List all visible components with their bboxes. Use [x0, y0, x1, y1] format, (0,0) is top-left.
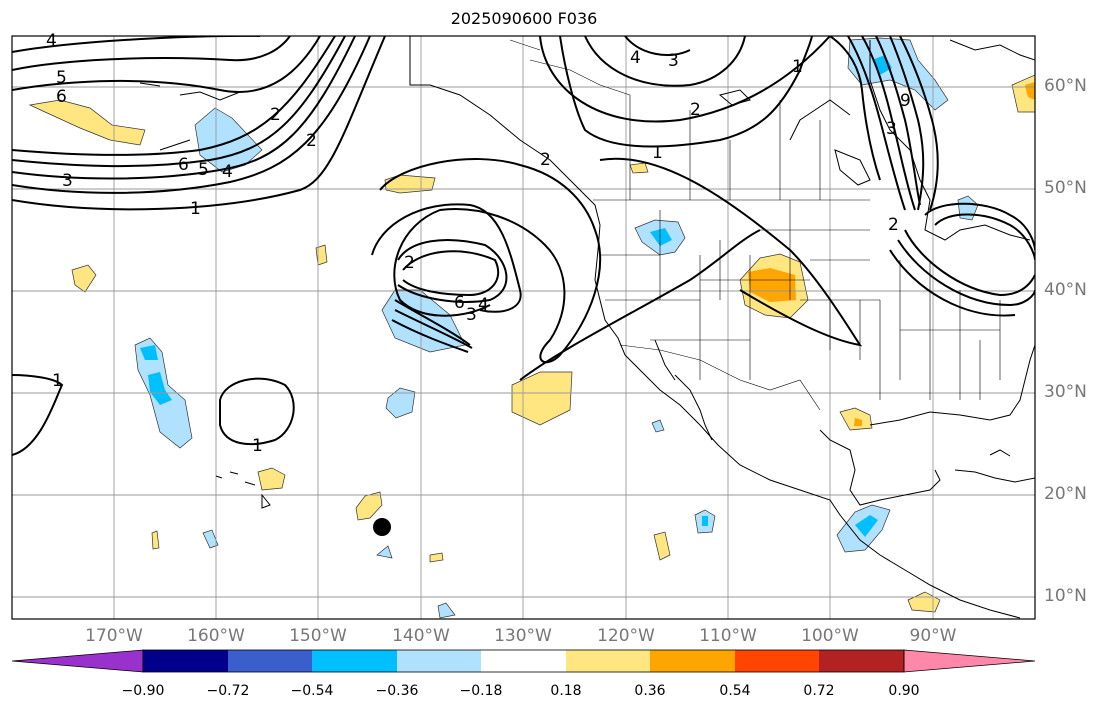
latitude-label: 50°N — [1044, 178, 1087, 198]
contour-label: 1 — [652, 143, 663, 163]
latitude-label: 10°N — [1044, 586, 1087, 606]
longitude-label: 100°W — [790, 626, 870, 646]
contour-label: 3 — [668, 51, 679, 71]
colorbar-tick-label: 0.18 — [531, 683, 601, 699]
longitude-label: 150°W — [278, 626, 358, 646]
longitude-label: 130°W — [483, 626, 563, 646]
latitude-label: 60°N — [1044, 76, 1087, 96]
colorbar-tick-label: −0.18 — [446, 683, 516, 699]
contour-label: 1 — [792, 57, 803, 77]
colorbar — [12, 650, 1035, 672]
contour-label: 5 — [198, 160, 209, 180]
contour-label: 4 — [478, 295, 489, 315]
contour-label: 2 — [540, 150, 551, 170]
map-figure: 4 5 6 3 1 6 5 4 2 2 4 3 2 1 1 2 6 4 3 1 … — [0, 0, 1105, 712]
longitude-label: 160°W — [176, 626, 256, 646]
colorbar-tick-label: 0.90 — [869, 683, 939, 699]
latitude-label: 40°N — [1044, 280, 1087, 300]
colorbar-tick-label: 0.54 — [700, 683, 770, 699]
colorbar-tick-label: 0.72 — [784, 683, 854, 699]
colorbar-tick-label: −0.72 — [193, 683, 263, 699]
colorbar-tick-label: −0.54 — [277, 683, 347, 699]
contour-label: 3 — [886, 119, 897, 139]
latitude-label: 20°N — [1044, 484, 1087, 504]
contour-label: 2 — [404, 253, 415, 273]
contour-label: 4 — [222, 162, 233, 182]
longitude-label: 170°W — [74, 626, 154, 646]
storm-center-dot-icon — [373, 518, 391, 536]
contour-label: 2 — [270, 105, 281, 125]
longitude-label: 140°W — [381, 626, 461, 646]
contour-label: 1 — [52, 371, 63, 391]
contour-label: 3 — [62, 171, 73, 191]
contour-label: 1 — [252, 436, 263, 456]
colorbar-tick-label: −0.36 — [362, 683, 432, 699]
contour-label: 6 — [178, 155, 189, 175]
contour-label: 5 — [56, 68, 67, 88]
latitude-label: 30°N — [1044, 382, 1087, 402]
longitude-label: 110°W — [688, 626, 768, 646]
anomaly-shading — [30, 38, 1035, 618]
contour-label: 4 — [630, 48, 641, 68]
contour-label: 6 — [56, 87, 67, 107]
contour-label: 2 — [690, 100, 701, 120]
contour-label: 1 — [190, 199, 201, 219]
contour-label: 2 — [888, 215, 899, 235]
longitude-label: 120°W — [586, 626, 666, 646]
contour-label: 6 — [454, 293, 465, 313]
colorbar-tick-label: 0.36 — [615, 683, 685, 699]
contour-label: 2 — [306, 131, 317, 151]
colorbar-tick-label: −0.90 — [108, 683, 178, 699]
contour-label: 3 — [466, 305, 477, 325]
longitude-label: 90°W — [893, 626, 973, 646]
contour-label: 9 — [900, 91, 911, 111]
contour-label: 4 — [46, 31, 57, 51]
